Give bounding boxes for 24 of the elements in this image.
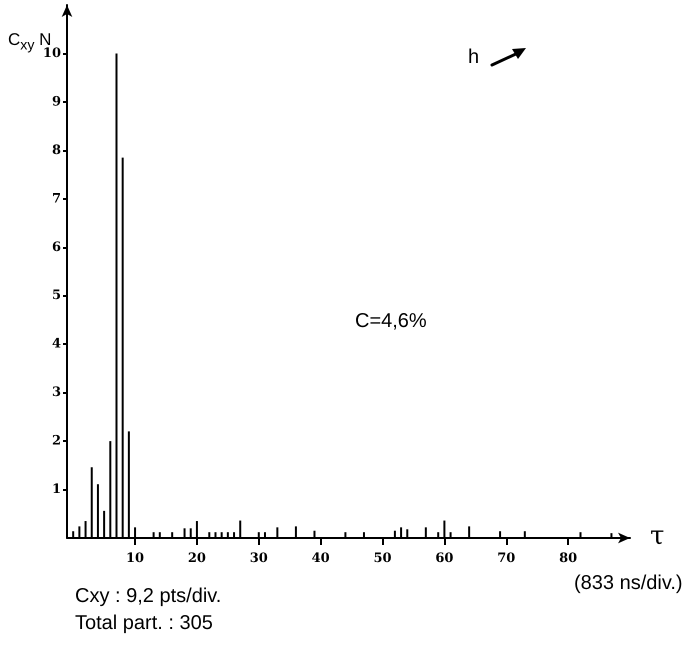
y-tick-label: 7 — [52, 191, 61, 206]
x-tick-label: 20 — [188, 551, 206, 566]
x-tick-label: 30 — [250, 551, 268, 566]
y-tick-label: 3 — [52, 385, 61, 400]
x-tick-label: 60 — [435, 551, 454, 566]
text: Total part. : 305 — [75, 612, 213, 635]
y-tick-label: 8 — [52, 142, 61, 158]
x-tick-label: 70 — [497, 551, 516, 566]
x-tick-label: 80 — [559, 551, 578, 566]
y-tick-label: 2 — [52, 434, 61, 449]
annotation: C=4,6% — [355, 310, 427, 333]
x-tick-label: 50 — [373, 551, 392, 566]
text: (833 ns/div.) — [574, 572, 683, 595]
y-tick-label: 4 — [52, 336, 61, 352]
x-axis-title: τ — [650, 521, 664, 552]
y-tick-label: 9 — [52, 94, 61, 110]
x-tick-label: 10 — [126, 551, 144, 566]
y-tick-label: 10 — [42, 46, 61, 61]
y-tick-label: 5 — [52, 288, 61, 304]
annotation: h — [468, 46, 480, 69]
x-tick-label: 40 — [312, 551, 330, 566]
y-tick-label: 1 — [52, 482, 61, 498]
text: Cxy : 9,2 pts/div. — [75, 585, 222, 608]
y-tick-label: 6 — [52, 240, 61, 255]
